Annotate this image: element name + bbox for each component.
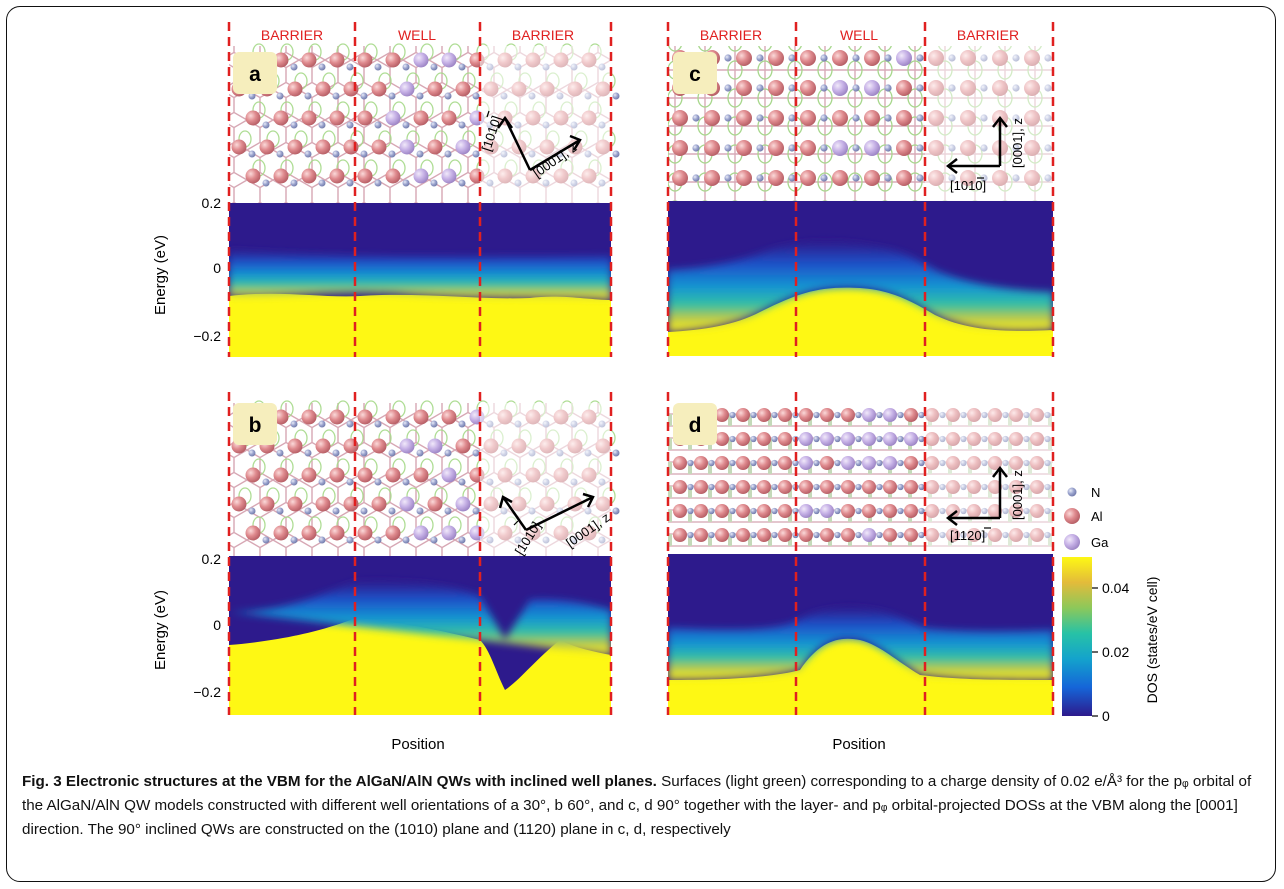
- region-label-barrier-left-a: BARRIER: [261, 27, 323, 43]
- legend-marker-ga: [1064, 534, 1080, 550]
- index-overbars: [486, 110, 991, 529]
- panel-badge-b: [233, 403, 277, 445]
- axis-arrows-b: [498, 492, 595, 532]
- dos-map-a: [229, 203, 611, 357]
- caption-title: Fig. 3 Electronic structures at the VBM …: [22, 773, 657, 790]
- legend-label-al: Al: [1091, 509, 1103, 524]
- region-separators: [227, 22, 1055, 715]
- structure-panel-a: [229, 43, 620, 203]
- dos-map-d: [668, 554, 1053, 715]
- structure-panel-b: [229, 400, 620, 556]
- region-label-barrier-right-c: BARRIER: [957, 27, 1019, 43]
- figure-frame: [6, 6, 1276, 882]
- panel-letter-b: b: [249, 414, 262, 437]
- panel-letter-d: d: [689, 414, 702, 437]
- panel-letter-c: c: [689, 63, 701, 86]
- legend-label-n: N: [1091, 485, 1100, 500]
- colorbar-tick-002: 0.02: [1102, 644, 1129, 660]
- y-tick-0-top: 0: [213, 260, 221, 276]
- caption-body: Surfaces (light green) corresponding to …: [22, 773, 1252, 838]
- axis-arrows-c: [945, 115, 1008, 174]
- structure-panel-d: [668, 403, 1053, 554]
- y-axis-label-top: Energy (eV): [152, 235, 169, 315]
- axis-label-h-d: [1120]: [950, 528, 985, 543]
- region-label-well-c: WELL: [840, 27, 878, 43]
- x-axis-label-left: Position: [391, 736, 444, 753]
- panel-letter-a: a: [249, 63, 261, 86]
- legend-marker-n: [1067, 487, 1077, 497]
- region-label-barrier-left-c: BARRIER: [700, 27, 762, 43]
- y-tick-0-bottom: 0: [213, 617, 221, 633]
- y-axis-label-bottom: Energy (eV): [152, 590, 169, 670]
- legend-marker-al: [1064, 508, 1080, 524]
- y-tick-m02-bottom: −0.2: [193, 684, 221, 700]
- figure-caption: Fig. 3 Electronic structures at the VBM …: [22, 770, 1267, 842]
- x-axis-label-right: Position: [832, 736, 885, 753]
- legend-label-ga: Ga: [1091, 535, 1109, 550]
- region-label-well-a: WELL: [398, 27, 436, 43]
- axis-arrows-d: [945, 465, 1008, 526]
- structure-panel-c: [668, 46, 1053, 201]
- axis-label-h-c: [1010]: [950, 178, 986, 193]
- colorbar-label: DOS (states/eV cell): [1144, 577, 1160, 704]
- dos-colorbar: 0.04 0.02 0 DOS (states/eV cell): [1062, 557, 1160, 724]
- axis-arrows-a: [496, 115, 582, 172]
- dos-map-c: [668, 201, 1053, 356]
- panel-badge-c: [673, 52, 717, 94]
- atom-legend: N Al Ga: [1064, 485, 1109, 550]
- axis-label-v-c: [0001], z: [1010, 118, 1025, 168]
- panel-badge-d: [673, 403, 717, 445]
- y-tick-02-top: 0.2: [202, 195, 222, 211]
- panel-badge-a: [233, 52, 277, 94]
- colorbar-tick-004: 0.04: [1102, 580, 1129, 596]
- dos-map-b: [229, 556, 611, 715]
- axis-label-v-d: [0001], z: [1010, 470, 1025, 520]
- y-tick-m02-top: −0.2: [193, 328, 221, 344]
- region-label-barrier-right-a: BARRIER: [512, 27, 574, 43]
- colorbar-tick-0: 0: [1102, 708, 1110, 724]
- y-tick-02-bottom: 0.2: [202, 551, 222, 567]
